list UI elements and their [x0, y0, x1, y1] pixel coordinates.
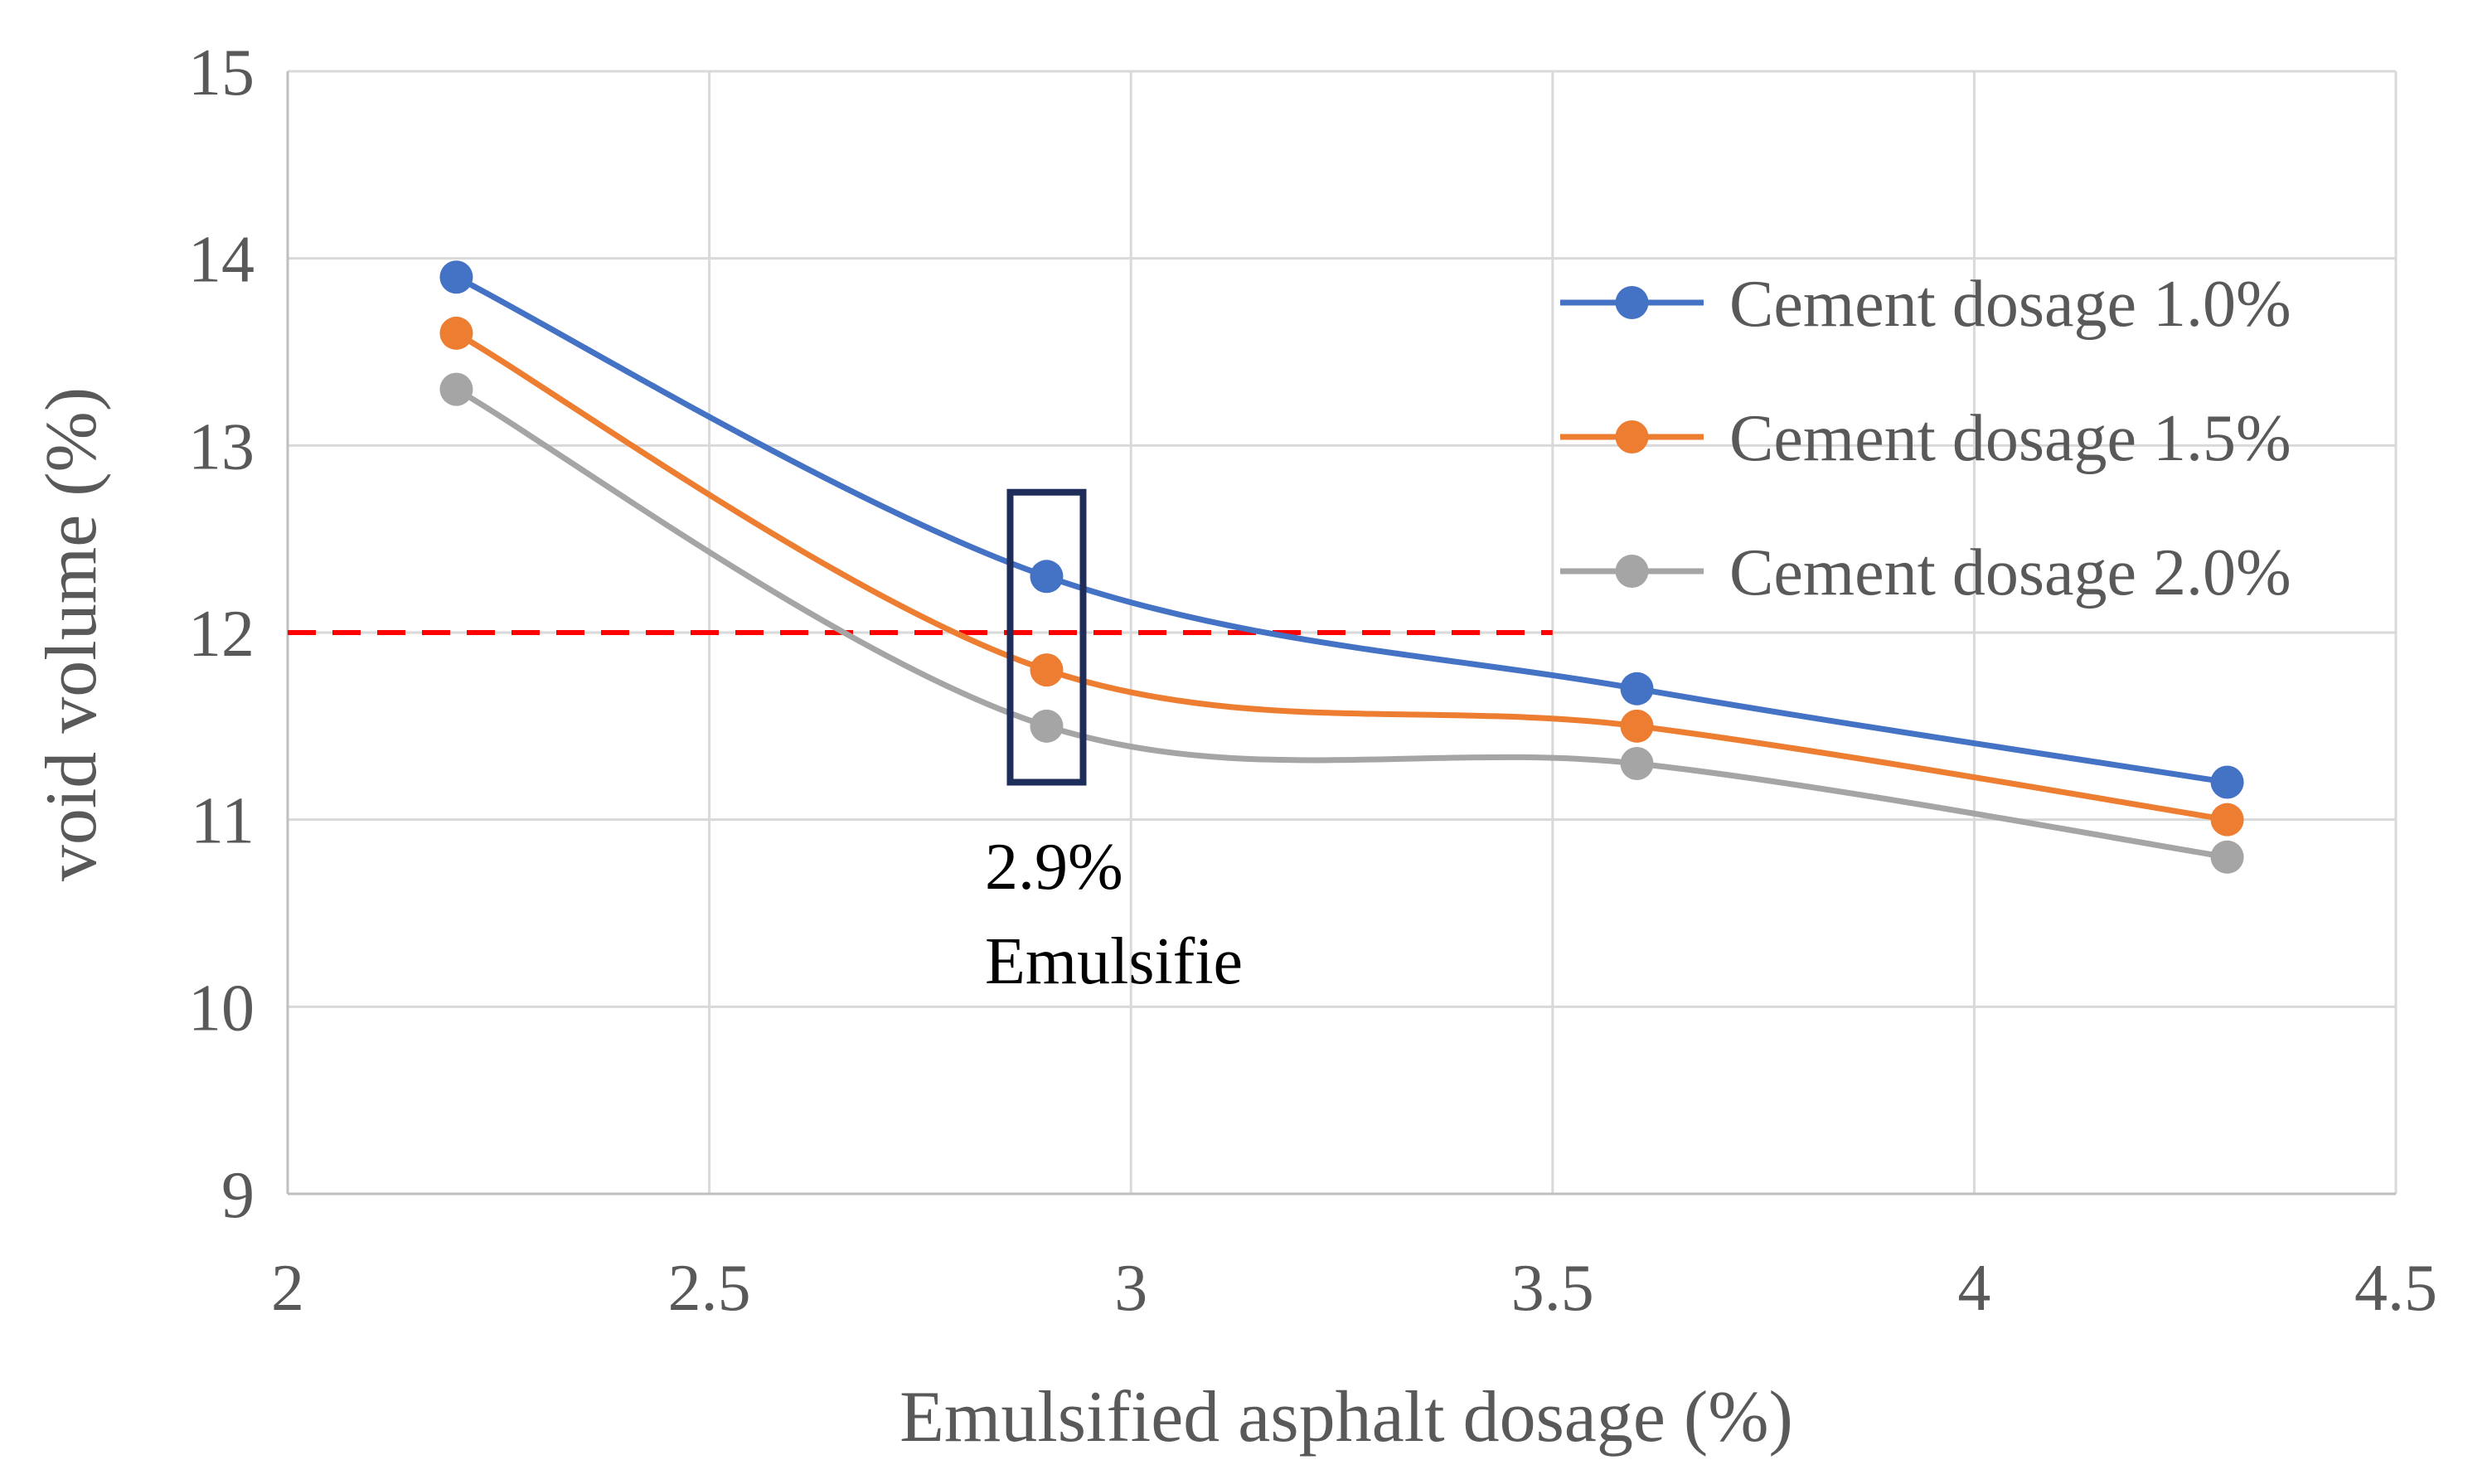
- grid: [288, 70, 2398, 1194]
- data-point: [439, 316, 473, 350]
- x-tick-label: 3.5: [1511, 1252, 1594, 1325]
- legend-label: Cement dosage 2.0%: [1729, 536, 2291, 609]
- data-point: [1030, 709, 1064, 743]
- annotation-value: 2.9%: [985, 831, 1123, 904]
- legend-item-2: Cement dosage 1.5%: [1560, 402, 2291, 475]
- highlight-box: [1006, 488, 1087, 786]
- y-axis-title: void volume (%): [32, 387, 112, 881]
- series-1: [439, 260, 2244, 799]
- y-tick-label: 12: [188, 598, 255, 671]
- x-tick-label: 2: [271, 1252, 304, 1325]
- y-tick-label: 13: [188, 410, 255, 483]
- data-point: [1620, 672, 1654, 706]
- x-axis-title: Emulsified asphalt dosage (%): [899, 1377, 1793, 1457]
- legend-item-3: Cement dosage 2.0%: [1560, 536, 2291, 609]
- legend-swatch-marker: [1615, 286, 1649, 319]
- series-group: [439, 260, 2244, 874]
- data-point: [2210, 765, 2244, 799]
- x-tick-label: 3: [1114, 1252, 1147, 1325]
- series-line: [453, 274, 2231, 786]
- data-point: [1620, 746, 1654, 780]
- y-tick-label: 10: [188, 972, 255, 1045]
- x-tick-label: 4.5: [2354, 1252, 2437, 1325]
- x-tick-label: 2.5: [668, 1252, 751, 1325]
- data-point: [2210, 840, 2244, 874]
- legend-swatch-marker: [1615, 420, 1649, 453]
- legend-label: Cement dosage 1.0%: [1729, 268, 2291, 341]
- data-point: [439, 260, 473, 294]
- data-point: [1620, 709, 1654, 743]
- data-point: [439, 372, 473, 406]
- series-3: [439, 372, 2244, 874]
- legend-label: Cement dosage 1.5%: [1729, 402, 2291, 475]
- legend: Cement dosage 1.0% Cement dosage 1.5% Ceme…: [1560, 268, 2291, 609]
- series-2: [439, 316, 2244, 837]
- x-tick-label: 4: [1957, 1252, 1990, 1325]
- data-point: [1030, 653, 1064, 687]
- legend-item-1: Cement dosage 1.0%: [1560, 268, 2291, 341]
- legend-swatch-marker: [1615, 555, 1649, 588]
- data-point: [1030, 560, 1064, 594]
- y-tick-label: 14: [188, 224, 255, 297]
- annotation-label: Emulsifie: [985, 925, 1243, 998]
- y-tick-label: 15: [188, 36, 255, 109]
- y-tick-label: 9: [221, 1159, 255, 1232]
- tick-labels: 9 10 11 12 13 14 15 2 2.5 3 3.5 4 4.5: [188, 36, 2437, 1325]
- highlight-group: [1006, 488, 1087, 786]
- series-line: [453, 386, 2231, 861]
- y-tick-label: 11: [191, 785, 255, 858]
- series-line: [453, 330, 2231, 823]
- data-point: [2210, 803, 2244, 837]
